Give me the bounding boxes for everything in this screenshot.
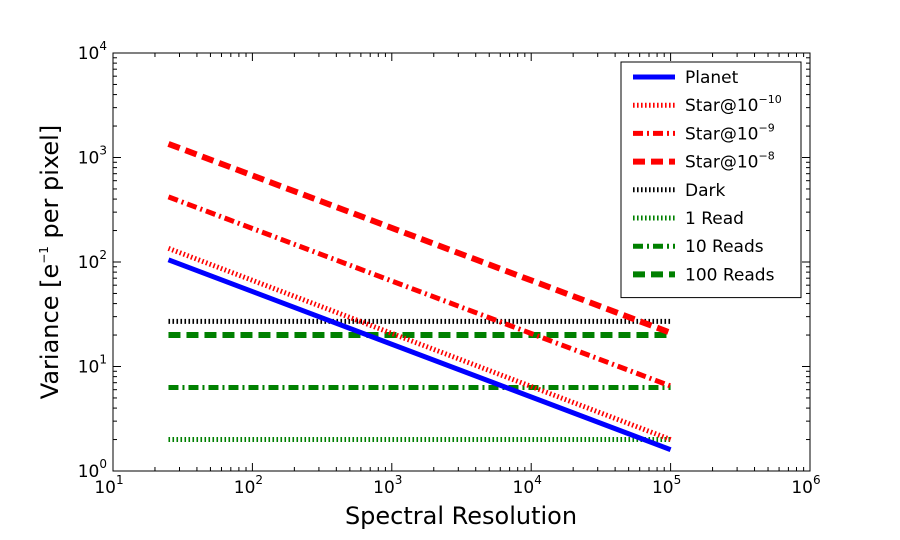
y-axis-title-suffix: per pixel] bbox=[36, 125, 64, 246]
x-tick-label: 106 bbox=[791, 473, 820, 498]
y-axis-title-prefix: Variance [e bbox=[36, 264, 64, 399]
series-line-star-10-10 bbox=[167, 246, 672, 442]
y-tick-label: 104 bbox=[78, 39, 107, 64]
legend-label: 100 Reads bbox=[685, 265, 775, 285]
legend-label: 10 Reads bbox=[685, 237, 764, 257]
x-tick-label: 105 bbox=[652, 473, 681, 498]
series-layer bbox=[167, 141, 672, 453]
x-axis-title: Spectral Resolution bbox=[345, 502, 577, 530]
legend: Planet Star@10−10 Star@10−9 Star@10−8 Dark 1 … bbox=[620, 61, 802, 299]
series-line-star-10-9 bbox=[167, 194, 672, 389]
x-tick-label: 104 bbox=[513, 473, 542, 498]
legend-label: Dark bbox=[685, 181, 725, 201]
legend-box bbox=[620, 61, 802, 299]
y-tick-label: 101 bbox=[78, 353, 107, 378]
x-tick-label: 103 bbox=[373, 473, 402, 498]
legend-label: Star@10−8 bbox=[685, 150, 775, 173]
x-tick-label: 101 bbox=[94, 473, 123, 498]
x-tick-label: 102 bbox=[234, 473, 263, 498]
series-line-star-10-8 bbox=[167, 141, 672, 336]
y-tick-label: 103 bbox=[78, 144, 107, 169]
legend-label: 1 Read bbox=[685, 209, 744, 229]
y-tick-label: 100 bbox=[78, 457, 107, 482]
series-line-planet bbox=[167, 257, 672, 453]
legend-label: Star@10−9 bbox=[685, 121, 775, 144]
legend-label: Star@10−10 bbox=[685, 93, 782, 116]
y-tick-label: 102 bbox=[78, 248, 107, 273]
y-axis-title-sup: −1 bbox=[37, 246, 51, 264]
legend-label: Planet bbox=[685, 68, 739, 88]
y-axis-title: Variance [e−1 per pixel] bbox=[36, 125, 64, 399]
